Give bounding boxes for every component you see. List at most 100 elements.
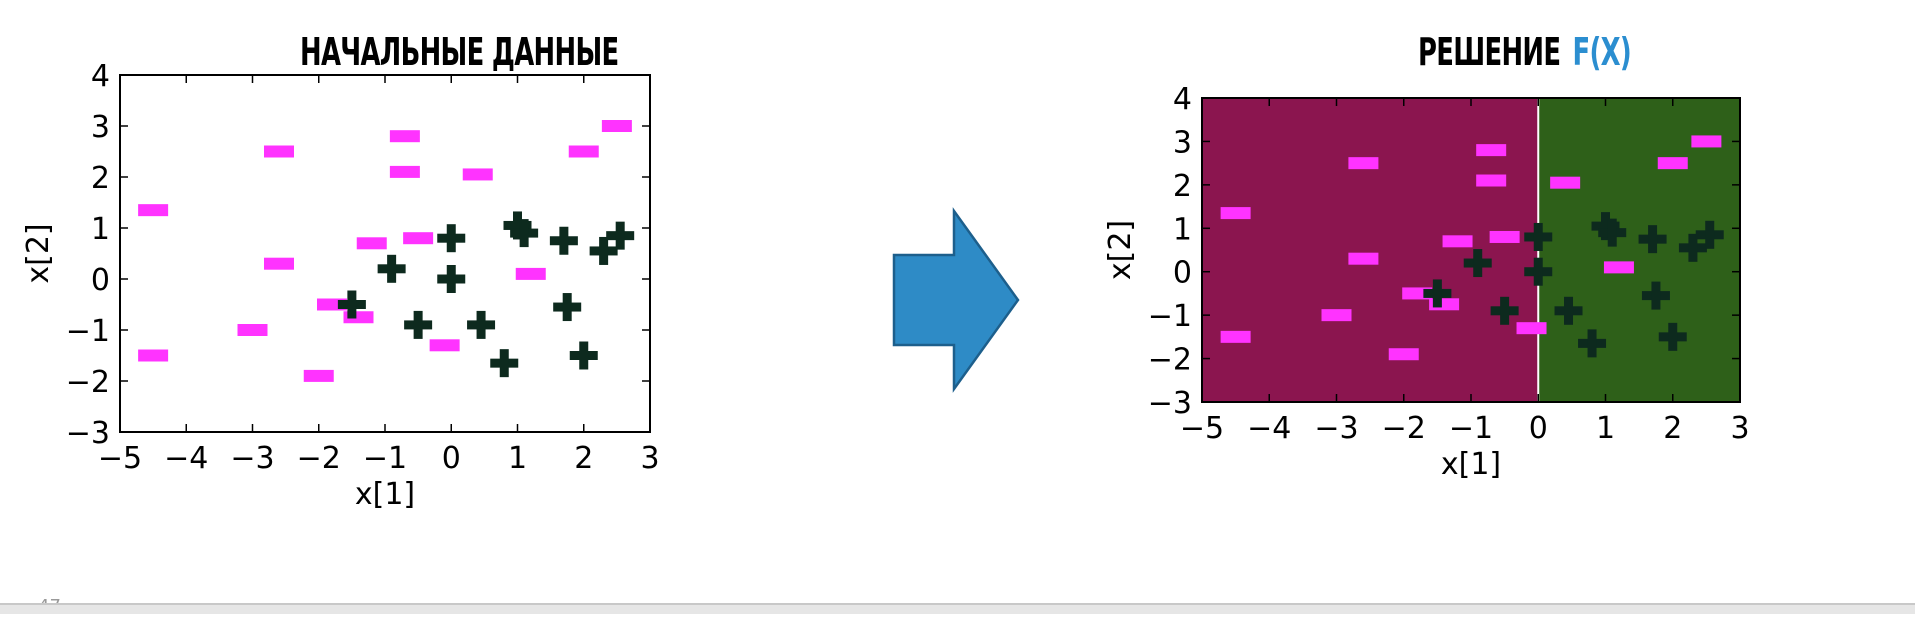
y-tick-label: −2 <box>66 365 110 400</box>
minus-point <box>1657 157 1688 170</box>
minus-point <box>1388 348 1419 361</box>
left-title-text: НАЧАЛЬНЫЕ ДАННЫЕ <box>300 30 619 74</box>
plus-point <box>1554 296 1583 325</box>
minus-point <box>356 237 387 250</box>
plus-point <box>337 290 366 319</box>
solution-scatter-chart: −5 −4 −3 −2 −1 0 1 2 3 −3 −2 −1 0 1 2 3 4 x[1] x[2] <box>1103 82 1750 482</box>
plus-point <box>1638 225 1667 254</box>
minus-point <box>1442 235 1473 248</box>
plus-point <box>1524 222 1553 251</box>
plus-point <box>437 265 466 293</box>
x-tick-label: −4 <box>1247 411 1291 446</box>
y-tick-label: 0 <box>91 263 110 298</box>
plus-point <box>503 211 532 240</box>
minus-point <box>403 232 434 245</box>
plus-point <box>1423 279 1452 308</box>
minus-point <box>1476 174 1507 187</box>
plus-point <box>1490 296 1519 325</box>
x-tick-label: 1 <box>1596 411 1615 446</box>
decision-region-minus <box>1202 98 1539 402</box>
y-axis-label: x[2] <box>1103 220 1138 280</box>
x-tick-label: −2 <box>297 441 341 476</box>
y-tick-label: −3 <box>1148 386 1192 421</box>
minus-point <box>515 267 546 280</box>
y-tick-label: 0 <box>1173 256 1192 291</box>
plus-point <box>1578 329 1607 358</box>
minus-point <box>1321 309 1352 322</box>
y-tick-label: −1 <box>66 314 110 349</box>
x-tick-label: 3 <box>640 441 659 476</box>
y-tick-label: −2 <box>1148 343 1192 378</box>
y-tick-label: 3 <box>91 110 110 145</box>
x-tick-label: 0 <box>442 441 461 476</box>
x-tick-label: 0 <box>1529 411 1548 446</box>
x-tick-label: 2 <box>1663 411 1682 446</box>
y-tick-label: 3 <box>1173 125 1192 160</box>
plus-point <box>377 254 406 283</box>
minus-point <box>1603 261 1634 274</box>
plus-point <box>1463 249 1492 278</box>
x-axis-label: x[1] <box>1441 447 1501 482</box>
minus-point <box>389 165 420 178</box>
y-tick-label: 4 <box>91 59 110 94</box>
left-chart-title: НАЧАЛЬНЫЕ ДАННЫЕ <box>300 26 619 78</box>
y-tick-label: 2 <box>91 161 110 196</box>
x-tick-label: −4 <box>164 441 208 476</box>
initial-data-scatter-chart: −5 −4 −3 −2 −1 0 1 2 3 −3 −2 −1 0 1 2 3 4 x[1] x[2] <box>21 59 660 512</box>
minus-point <box>1516 322 1547 335</box>
y-tick-label: 1 <box>91 212 110 247</box>
x-axis-label: x[1] <box>355 477 415 512</box>
minus-point <box>1550 176 1581 189</box>
minus-point <box>601 120 632 132</box>
y-tick-label: 1 <box>1173 212 1192 247</box>
minus-point <box>264 257 294 270</box>
arrow-right-icon <box>892 207 1020 393</box>
x-tick-label: 3 <box>1730 411 1749 446</box>
minus-point <box>1489 230 1520 243</box>
y-tick-label: 2 <box>1173 169 1192 204</box>
plus-point <box>549 226 578 255</box>
right-title-text: РЕШЕНИЕ <box>1418 30 1561 74</box>
minus-point <box>237 324 268 336</box>
minus-point <box>462 168 493 181</box>
plus-point <box>553 293 582 322</box>
minus-point <box>1220 330 1251 343</box>
minus-point <box>138 349 169 362</box>
x-tick-label: −3 <box>1314 411 1358 446</box>
minus-point <box>429 339 460 352</box>
plus-point <box>589 236 618 265</box>
plus-point <box>404 310 433 339</box>
arrow-shape <box>892 207 1020 393</box>
plus-point <box>1678 233 1707 262</box>
plus-point <box>1591 212 1620 241</box>
minus-point <box>303 369 334 382</box>
right-title-accent: F(X) <box>1572 30 1632 74</box>
y-tick-label: 4 <box>1173 82 1192 117</box>
x-tick-label: −5 <box>1180 411 1224 446</box>
plus-point <box>1658 322 1687 351</box>
footer-rule <box>0 603 1915 614</box>
x-tick-label: −3 <box>230 441 274 476</box>
y-axis-label: x[2] <box>21 223 56 283</box>
plus-point <box>1641 281 1670 310</box>
plus-point <box>606 221 635 250</box>
minus-point <box>389 130 420 143</box>
plus-point <box>569 341 598 370</box>
x-tick-label: −5 <box>98 441 142 476</box>
minus-point <box>1476 144 1507 157</box>
minus-point <box>1691 135 1722 148</box>
y-tick-label: −3 <box>66 416 110 451</box>
x-tick-label: −1 <box>363 441 407 476</box>
minus-point <box>1348 157 1379 170</box>
minus-point <box>138 204 169 217</box>
minus-point <box>1348 252 1379 265</box>
plus-point <box>490 349 519 378</box>
plus-point <box>467 310 496 339</box>
x-tick-label: −2 <box>1382 411 1426 446</box>
x-tick-label: 2 <box>574 441 593 476</box>
plus-point <box>1598 218 1627 247</box>
minus-point <box>1220 207 1251 220</box>
x-tick-label: 1 <box>508 441 527 476</box>
y-tick-label: −1 <box>1148 299 1192 334</box>
plus-point <box>437 224 466 253</box>
